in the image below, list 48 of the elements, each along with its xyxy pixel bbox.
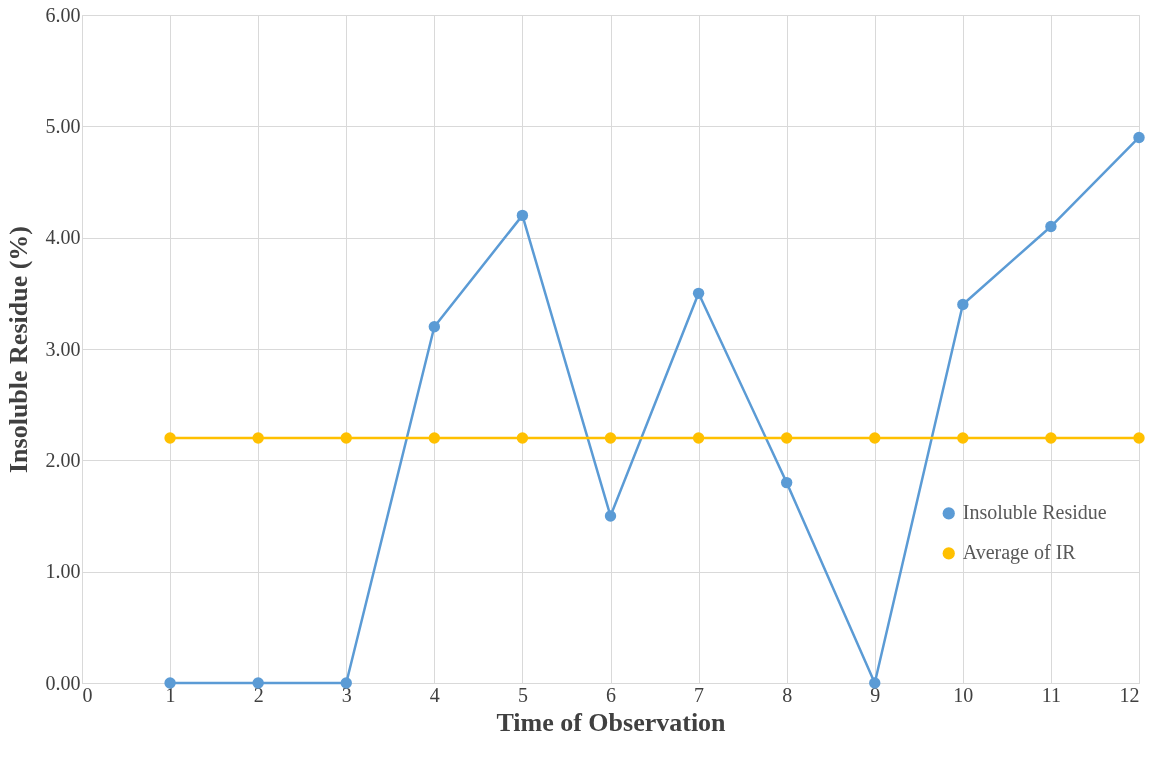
point [516,209,529,222]
y-tick-label: 0.00 [45,671,81,694]
point [252,677,264,689]
x-tick-label: 10 [953,683,974,706]
x-tick-label: 1 [165,683,176,706]
point [164,677,176,689]
point [780,432,793,444]
legend-label: Insoluble Residue [962,501,1107,524]
x-tick-label: 6 [606,683,616,706]
x-tick-label: 5 [517,683,528,706]
point [957,298,969,311]
point [957,432,969,444]
y-tick-label: 6.00 [45,3,81,26]
x-tick-label: 9 [870,683,881,706]
point [340,432,352,444]
point [1045,432,1057,444]
point [1133,131,1145,144]
x-tick-label: 0 [82,683,93,706]
x-tick-label: 3 [341,683,352,706]
point [604,510,617,522]
x-tick-label: 8 [782,683,793,706]
point [869,677,881,689]
point [428,321,441,333]
point [428,432,441,444]
point [516,432,529,444]
y-tick-label: 1.00 [45,560,81,583]
x-axis-title: Time of Observation [496,707,727,737]
y-tick-label: 2.00 [45,448,81,471]
point [780,476,793,489]
point [164,432,176,444]
x-tick-label: 12 [1119,683,1140,706]
y-tick-label: 5.00 [45,114,81,137]
point [252,432,264,444]
x-tick-label: 2 [253,683,264,706]
x-tick-label: 11 [1041,683,1062,706]
y-tick-label: 3.00 [45,337,81,360]
x-tick-label: 4 [429,683,440,706]
point [604,432,617,444]
point [869,432,881,444]
y-axis-title: Insoluble Residue (%) [3,225,33,474]
point [1045,220,1057,233]
point [692,432,705,444]
point [1133,432,1145,444]
legend-label: Average of IR [962,541,1077,565]
point [340,677,352,689]
y-tick-label: 4.00 [45,226,81,249]
x-tick-label: 7 [694,683,705,706]
point [692,287,705,300]
